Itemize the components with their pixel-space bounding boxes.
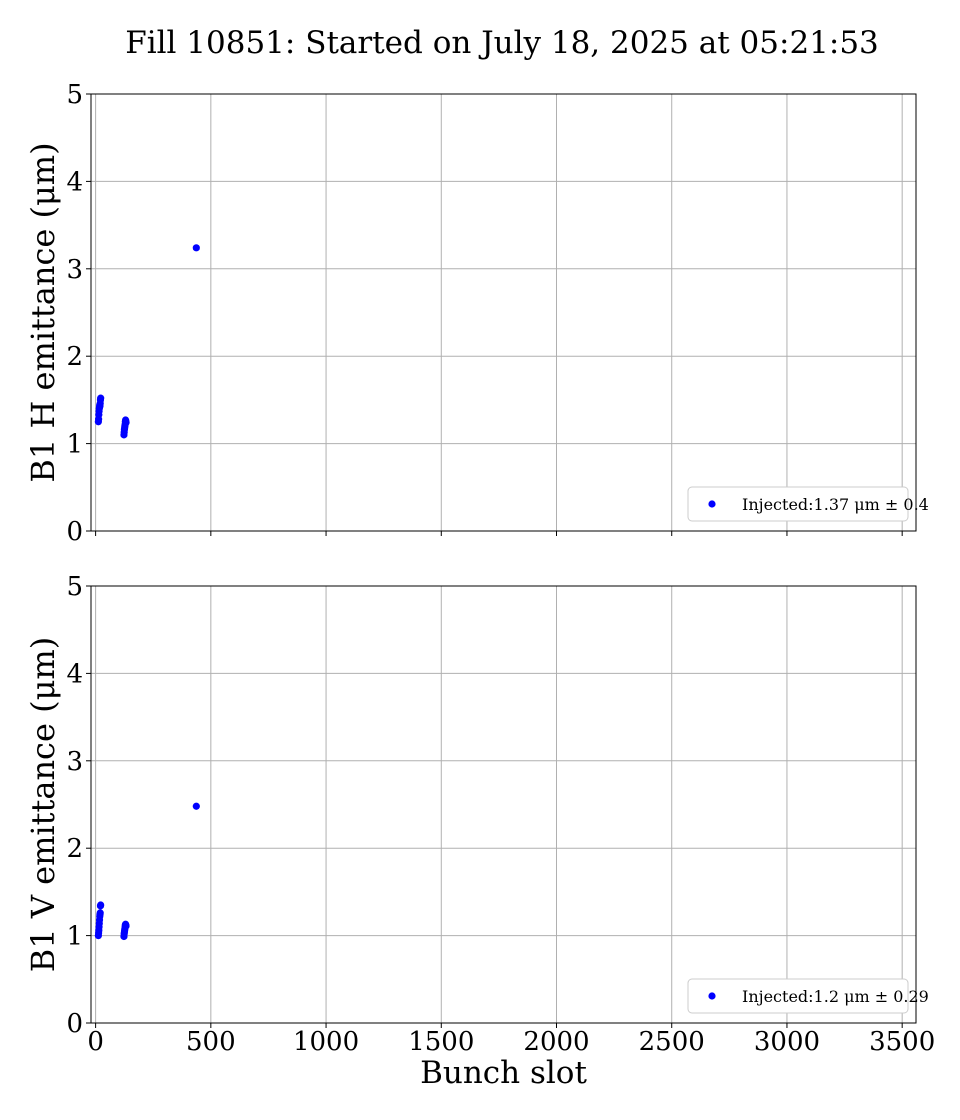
plot-frame xyxy=(90,585,917,1024)
y-axis-label: B1 V emittance (μm) xyxy=(24,637,62,972)
y-axis-label: B1 H emittance (μm) xyxy=(24,142,62,482)
y-tick-label: 5 xyxy=(66,572,83,602)
chart-panel-1: 0 1 2 3 4 5 B1 H emittance (μm) Injected:1.37 μ… xyxy=(24,80,929,547)
x-tick-label: 2000 xyxy=(523,1027,589,1057)
y-tick-label: 5 xyxy=(66,80,83,110)
chart-title: Fill 10851: Started on July 18, 2025 at … xyxy=(125,25,879,61)
data-point xyxy=(192,802,200,810)
y-tick-label: 0 xyxy=(66,517,83,547)
x-tick-label: 500 xyxy=(186,1027,236,1057)
x-tick-label: 1000 xyxy=(293,1027,359,1057)
data-point xyxy=(96,909,104,917)
data-point xyxy=(122,419,130,427)
chart-panel-2: 0 1 2 3 4 5 0 500 1000 1500 2000 2500 3000 3500 B1 V e… xyxy=(24,572,935,1091)
y-tick-label: 1 xyxy=(66,922,83,952)
y-tick-label: 0 xyxy=(66,1009,83,1039)
legend-box xyxy=(687,978,909,1014)
legend-box xyxy=(687,486,909,522)
y-tick-label: 2 xyxy=(66,834,83,864)
plot-frame xyxy=(90,93,917,532)
data-point xyxy=(97,901,105,909)
y-tick-label: 3 xyxy=(66,255,83,285)
y-tick-label: 3 xyxy=(66,747,83,777)
legend-entry: Injected:1.37 μm ± 0.4 xyxy=(742,495,929,514)
x-tick-label: 3500 xyxy=(869,1027,935,1057)
legend-entry: Injected:1.2 μm ± 0.29 xyxy=(742,987,929,1006)
x-axis-label: Bunch slot xyxy=(420,1055,587,1091)
legend-marker xyxy=(708,500,716,508)
data-point xyxy=(192,244,200,252)
y-tick-label: 2 xyxy=(66,342,83,372)
legend-marker xyxy=(708,992,716,1000)
y-tick-label: 4 xyxy=(66,167,83,197)
y-tick-label: 1 xyxy=(66,430,83,460)
data-point xyxy=(97,394,105,402)
y-tick-label: 4 xyxy=(66,659,83,689)
x-tick-label: 1500 xyxy=(408,1027,474,1057)
x-tick-label: 2500 xyxy=(639,1027,705,1057)
x-tick-label: 0 xyxy=(87,1027,104,1057)
data-point xyxy=(122,922,130,930)
x-tick-label: 3000 xyxy=(754,1027,820,1057)
